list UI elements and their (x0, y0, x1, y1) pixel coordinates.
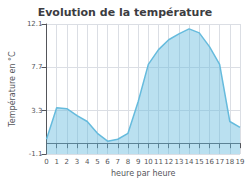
svg-text:-1.1: -1.1 (29, 150, 43, 158)
svg-text:8: 8 (126, 158, 130, 166)
svg-text:4: 4 (85, 158, 90, 166)
svg-text:11: 11 (154, 158, 163, 166)
svg-text:6: 6 (105, 158, 110, 166)
svg-text:3: 3 (75, 158, 79, 166)
svg-text:19: 19 (236, 158, 245, 166)
svg-text:7: 7 (116, 158, 120, 166)
svg-text:3.3: 3.3 (31, 107, 42, 115)
svg-text:16: 16 (205, 158, 214, 166)
svg-text:1: 1 (54, 158, 58, 166)
svg-text:13: 13 (174, 158, 183, 166)
svg-text:Température en °C: Température en °C (7, 51, 17, 128)
svg-text:12.1: 12.1 (27, 20, 43, 28)
svg-text:7.7: 7.7 (31, 63, 42, 71)
svg-text:5: 5 (95, 158, 99, 166)
svg-text:0: 0 (44, 158, 48, 166)
svg-text:14: 14 (185, 158, 194, 166)
svg-text:Evolution de la température: Evolution de la température (38, 6, 213, 19)
svg-text:9: 9 (136, 158, 140, 166)
svg-text:18: 18 (225, 158, 234, 166)
svg-text:10: 10 (144, 158, 153, 166)
svg-text:12: 12 (164, 158, 173, 166)
svg-text:15: 15 (195, 158, 204, 166)
svg-text:2: 2 (65, 158, 69, 166)
svg-text:17: 17 (215, 158, 224, 166)
svg-text:heure par heure: heure par heure (111, 169, 176, 178)
